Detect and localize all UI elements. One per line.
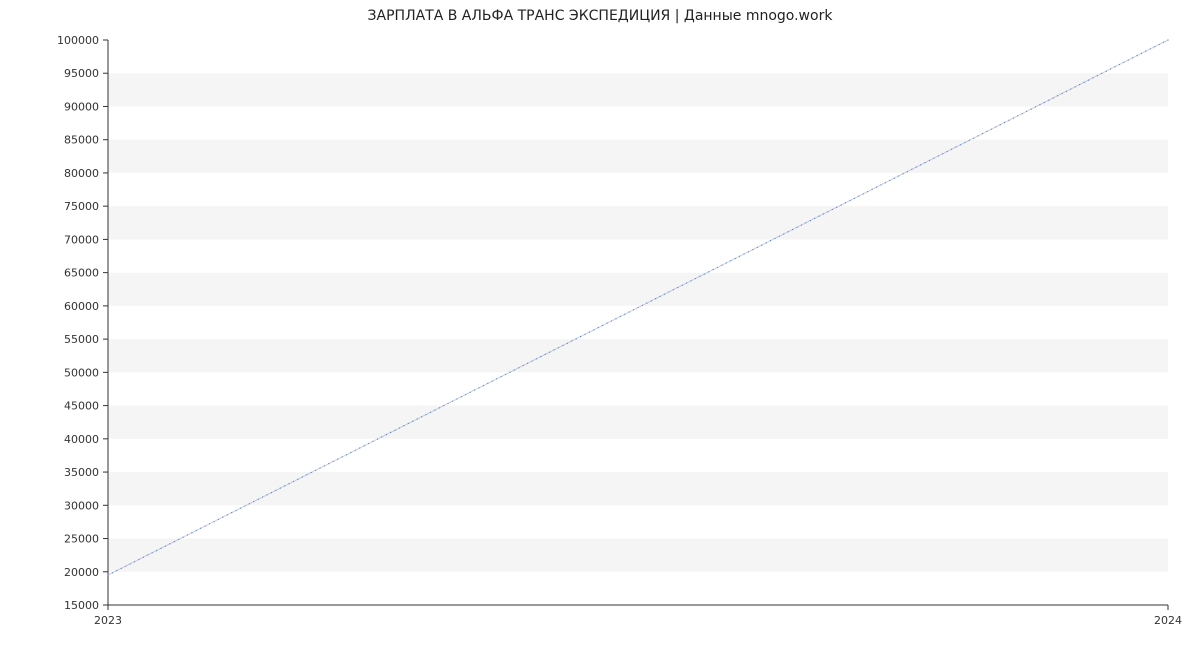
y-tick-label: 15000 <box>64 599 99 612</box>
y-tick-label: 50000 <box>64 366 99 379</box>
y-tick-label: 65000 <box>64 267 99 280</box>
y-tick-label: 20000 <box>64 566 99 579</box>
y-tick-label: 85000 <box>64 134 99 147</box>
y-tick-label: 70000 <box>64 233 99 246</box>
y-tick-label: 45000 <box>64 400 99 413</box>
salary-line-chart: ЗАРПЛАТА В АЛЬФА ТРАНС ЭКСПЕДИЦИЯ | Данн… <box>0 0 1200 650</box>
y-tick-label: 80000 <box>64 167 99 180</box>
y-tick-label: 60000 <box>64 300 99 313</box>
y-tick-label: 75000 <box>64 200 99 213</box>
chart-title: ЗАРПЛАТА В АЛЬФА ТРАНС ЭКСПЕДИЦИЯ | Данн… <box>0 8 1200 24</box>
y-tick-label: 35000 <box>64 466 99 479</box>
x-tick-label: 2023 <box>94 614 122 627</box>
y-tick-label: 95000 <box>64 67 99 80</box>
chart-svg: 15000 20000 25000 30000 35000 40000 45000 50000… <box>0 0 1200 650</box>
y-tick-label: 90000 <box>64 100 99 113</box>
y-tick-label: 55000 <box>64 333 99 346</box>
y-tick-label: 40000 <box>64 433 99 446</box>
y-tick-label: 30000 <box>64 499 99 512</box>
y-tick-label: 100000 <box>57 34 99 47</box>
x-tick-label: 2024 <box>1154 614 1182 627</box>
y-tick-label: 25000 <box>64 533 99 546</box>
